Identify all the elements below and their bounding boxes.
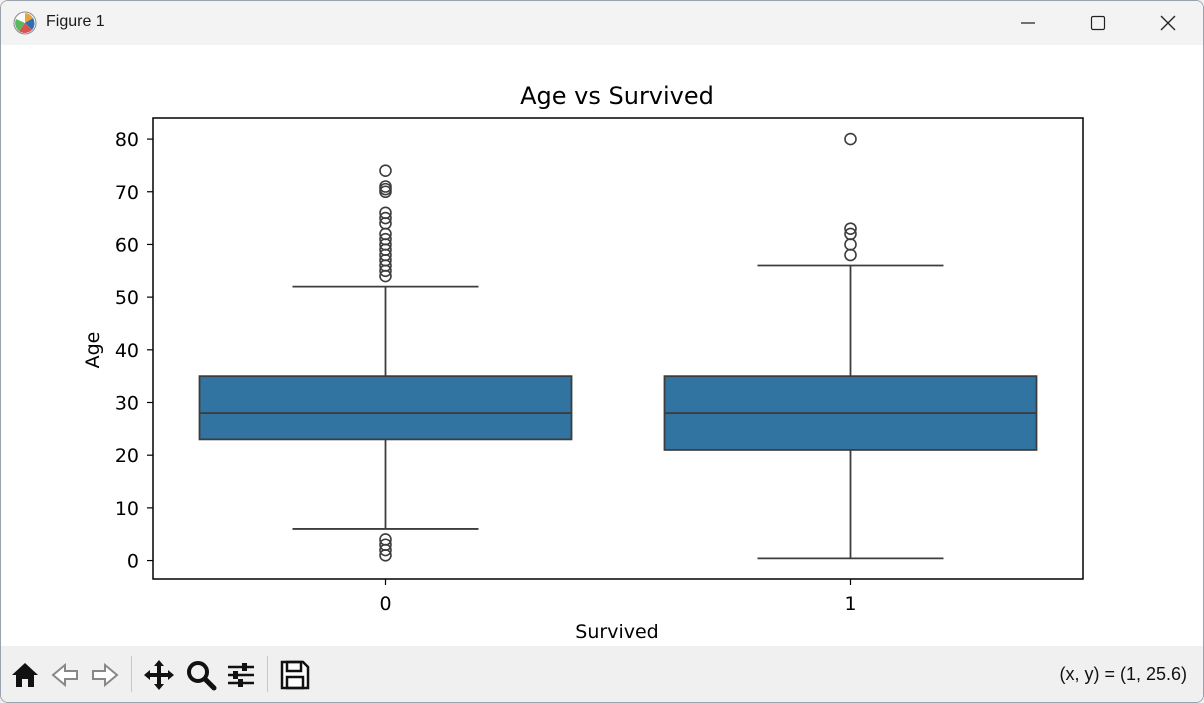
outlier-point — [379, 185, 392, 199]
outlier-point — [379, 164, 392, 177]
forward-arrow-icon — [92, 662, 119, 688]
outlier-point — [379, 543, 392, 557]
zoom-button[interactable] — [183, 656, 219, 694]
toolbar-separator — [267, 656, 268, 692]
y-tick-label: 40 — [115, 340, 139, 362]
pan-move-icon — [144, 660, 174, 690]
outlier-point — [844, 132, 857, 146]
close-icon — [1160, 15, 1176, 31]
outlier-point — [379, 182, 392, 196]
box-iqr — [198, 375, 573, 441]
y-tick-label: 30 — [115, 393, 139, 415]
outlier-point — [379, 269, 392, 283]
y-tick-label: 80 — [115, 129, 139, 151]
configure-subplots-button[interactable] — [223, 656, 259, 694]
y-tick-label: 50 — [115, 287, 139, 309]
close-button[interactable] — [1133, 1, 1203, 45]
save-button[interactable] — [277, 656, 313, 694]
y-tick-label: 60 — [115, 234, 139, 256]
toolbar-separator — [131, 656, 132, 692]
x-tick-label: 0 — [379, 593, 391, 615]
outlier-point — [379, 264, 392, 278]
window-title: Figure 1 — [46, 13, 105, 30]
outlier-point — [844, 238, 857, 251]
navigation-toolbar: (x, y) = (1, 25.6) — [1, 646, 1203, 702]
home-button[interactable] — [7, 656, 43, 694]
configure-subplots-icon — [228, 663, 254, 687]
save-floppy-icon — [280, 660, 310, 690]
y-tick-label: 10 — [115, 498, 139, 520]
figure-canvas[interactable]: Age vs Survived 0 10 20 30 40 50 60 70 80 0 1 Surv… — [1, 45, 1203, 646]
minimize-icon — [1021, 22, 1035, 24]
outlier-point — [844, 222, 857, 235]
x-axis-label: Survived — [575, 621, 658, 643]
maximize-button[interactable] — [1063, 1, 1133, 45]
y-tick-label: 20 — [115, 445, 139, 467]
outlier-point — [379, 211, 392, 225]
back-arrow-icon — [51, 662, 78, 688]
minimize-button[interactable] — [993, 1, 1063, 45]
y-tick-label: 70 — [115, 182, 139, 204]
back-button[interactable] — [47, 656, 83, 694]
y-axis-label: Age — [82, 332, 104, 369]
cursor-coordinates: (x, y) = (1, 25.6) — [1059, 664, 1187, 684]
y-tick-label: 0 — [127, 551, 139, 573]
chart-title: Age vs Survived — [520, 82, 714, 110]
matplotlib-logo-icon — [13, 11, 37, 35]
zoom-magnifier-icon — [187, 661, 217, 691]
home-icon — [12, 663, 38, 687]
plot-frame — [152, 117, 1084, 580]
pan-button[interactable] — [141, 656, 177, 694]
title-bar[interactable]: Figure 1 — [1, 1, 1203, 45]
forward-button[interactable] — [87, 656, 123, 694]
boxplot-chart: Age vs Survived 0 10 20 30 40 50 60 70 80 0 1 Surv… — [82, 82, 1084, 643]
outlier-point — [844, 248, 857, 262]
outlier-point — [379, 548, 392, 562]
maximize-icon — [1090, 15, 1106, 31]
x-tick-label: 1 — [844, 593, 856, 615]
